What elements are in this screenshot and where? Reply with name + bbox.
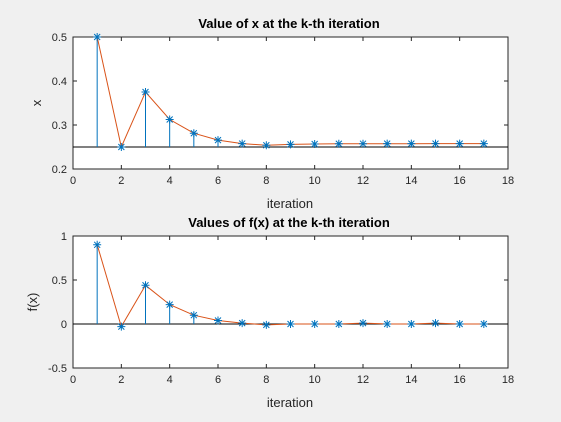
- x-axis-label: iteration: [267, 395, 313, 410]
- star-marker: [286, 320, 295, 328]
- star-marker: [479, 139, 488, 148]
- x-tick-label: 12: [357, 374, 369, 386]
- plot-area: [72, 36, 509, 170]
- star-marker: [359, 139, 367, 148]
- star-marker: [214, 136, 222, 145]
- x-tick-label: 16: [454, 175, 466, 187]
- star-marker: [383, 320, 392, 328]
- star-marker: [141, 88, 150, 96]
- y-tick-label: 0.3: [52, 120, 67, 132]
- star-marker: [407, 320, 416, 328]
- star-marker: [431, 319, 440, 328]
- x-tick-label: 14: [405, 175, 417, 187]
- star-marker: [117, 143, 126, 151]
- x-tick-label: 18: [502, 175, 514, 187]
- x-tick-label: 14: [405, 374, 417, 386]
- star-marker: [141, 281, 150, 290]
- star-marker: [334, 320, 343, 328]
- star-marker: [334, 139, 343, 148]
- star-marker: [431, 139, 440, 148]
- star-marker: [262, 141, 271, 150]
- star-marker: [479, 320, 488, 328]
- x-tick-label: 6: [215, 374, 221, 386]
- star-marker: [165, 300, 174, 309]
- x-tick-label: 2: [118, 374, 124, 386]
- y-axis-label: f(x): [25, 293, 40, 312]
- x-tick-label: 6: [215, 175, 221, 187]
- x-tick-label: 0: [70, 175, 76, 187]
- star-marker: [189, 311, 198, 320]
- y-tick-label: 0.2: [52, 164, 67, 176]
- star-marker: [310, 320, 319, 328]
- x-tick-label: 10: [309, 374, 321, 386]
- chart-title: Value of x at the k-th iteration: [198, 16, 379, 31]
- star-marker: [407, 139, 416, 148]
- subplot-x: Value of x at the k-th iteration 0 2 4 6 8 10…: [29, 16, 514, 211]
- star-marker: [286, 140, 295, 149]
- star-marker: [93, 33, 102, 41]
- data-marks: [73, 240, 508, 331]
- star-marker: [383, 139, 392, 148]
- data-marks: [73, 33, 508, 151]
- star-marker: [93, 240, 102, 249]
- x-tick-label: 8: [263, 374, 269, 386]
- axis-ticks: 0 2 4 6 8 10 12 14 16 18 0.2 0.3 0.4 0.5: [52, 32, 514, 187]
- x-axis-label: iteration: [267, 196, 313, 211]
- plot-area: [72, 235, 509, 369]
- star-marker: [310, 140, 319, 149]
- star-marker: [262, 320, 271, 329]
- x-tick-label: 16: [454, 374, 466, 386]
- star-marker: [165, 115, 174, 124]
- star-marker: [238, 139, 247, 148]
- x-tick-label: 2: [118, 175, 124, 187]
- star-marker: [214, 316, 222, 325]
- star-marker: [238, 319, 247, 328]
- star-marker: [359, 319, 367, 328]
- y-tick-label: 1: [61, 231, 67, 243]
- star-marker: [455, 320, 464, 328]
- x-tick-label: 4: [167, 175, 173, 187]
- star-marker: [189, 129, 198, 138]
- x-tick-label: 8: [263, 175, 269, 187]
- y-axis-label: x: [29, 99, 44, 106]
- x-tick-label: 18: [502, 374, 514, 386]
- y-tick-label: 0.4: [52, 76, 67, 88]
- x-tick-label: 4: [167, 374, 173, 386]
- chart-title: Values of f(x) at the k-th iteration: [188, 215, 390, 230]
- x-tick-label: 0: [70, 374, 76, 386]
- star-marker: [117, 322, 126, 331]
- x-tick-label: 10: [309, 175, 321, 187]
- subplot-fx: Values of f(x) at the k-th iteration 0 2 4…: [25, 215, 514, 410]
- y-tick-label: 0.5: [52, 32, 67, 44]
- y-tick-label: 0.5: [52, 275, 67, 287]
- y-tick-label: -0.5: [48, 363, 67, 375]
- y-tick-label: 0: [61, 319, 67, 331]
- x-tick-label: 12: [357, 175, 369, 187]
- star-marker: [455, 139, 464, 148]
